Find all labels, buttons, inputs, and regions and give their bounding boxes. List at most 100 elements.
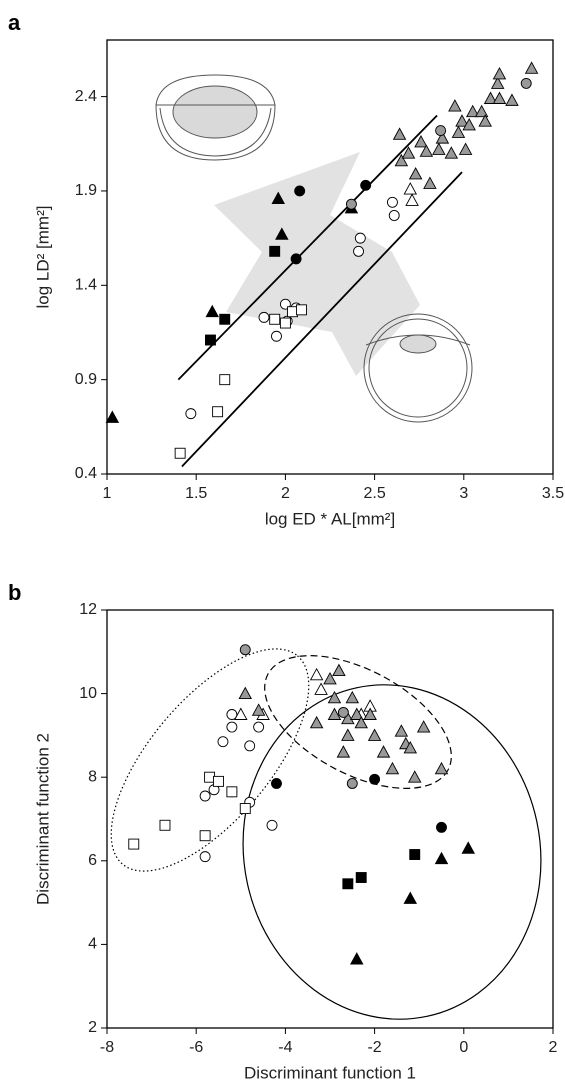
y-tick-label: 2.4: [75, 88, 97, 105]
point: [505, 93, 519, 106]
point: [336, 745, 351, 758]
point: [478, 114, 492, 127]
point: [436, 821, 447, 833]
point: [269, 313, 281, 325]
y-tick-label: 0.4: [75, 465, 97, 482]
y-tick-label: 1.4: [75, 277, 97, 294]
point: [407, 770, 422, 783]
point: [205, 334, 216, 346]
point: [376, 745, 391, 758]
point: [465, 104, 480, 118]
point: [239, 644, 251, 656]
point: [492, 91, 507, 104]
plot-frame: [106, 609, 554, 1029]
point: [409, 849, 421, 860]
point: [367, 728, 382, 741]
point: [451, 125, 466, 138]
point: [314, 682, 328, 695]
point: [294, 185, 306, 197]
arrow-shape: [214, 152, 420, 376]
eye-icon: [363, 313, 473, 423]
point: [455, 114, 469, 127]
point: [354, 232, 366, 244]
y-tick-label: 10: [79, 685, 97, 702]
point: [309, 715, 324, 729]
point: [355, 872, 367, 883]
regression-line: [181, 171, 463, 468]
point: [345, 198, 357, 210]
point: [327, 707, 342, 720]
x-tick-label: 1: [103, 485, 112, 502]
point: [434, 851, 449, 865]
point: [271, 330, 282, 342]
point: [401, 146, 416, 159]
y-axis-label: Discriminant function 2: [33, 733, 52, 905]
x-tick-label: 1.5: [185, 485, 207, 502]
y-tick-label: 6: [88, 852, 97, 869]
x-tick-label: 2: [549, 1039, 558, 1056]
point: [226, 721, 238, 733]
y-axis-label: log LD² [mm²]: [33, 206, 52, 309]
point: [354, 715, 368, 729]
x-tick-label: 2.5: [363, 485, 385, 502]
x-axis-label: Discriminant function 1: [244, 1063, 416, 1082]
point: [251, 703, 266, 716]
point: [205, 304, 220, 318]
point: [462, 117, 476, 131]
y-tick-label: 12: [79, 601, 97, 618]
point: [394, 153, 409, 167]
point: [341, 711, 355, 725]
point: [199, 830, 211, 842]
point: [474, 104, 489, 118]
x-tick-label: 2: [281, 485, 290, 502]
point: [199, 851, 211, 863]
point: [296, 304, 307, 316]
point: [414, 134, 428, 148]
point: [448, 99, 462, 112]
point: [213, 775, 224, 787]
point: [159, 819, 171, 831]
point: [345, 690, 360, 704]
point: [360, 179, 372, 191]
point: [105, 410, 120, 423]
point: [386, 196, 398, 208]
point: [416, 720, 431, 733]
point: [403, 891, 418, 904]
point: [458, 142, 473, 155]
point: [217, 736, 229, 748]
point: [279, 317, 291, 329]
point: [403, 182, 418, 195]
ellipse: [110, 648, 542, 1020]
point: [423, 176, 437, 189]
point: [244, 740, 256, 752]
point: [434, 761, 449, 775]
point: [419, 144, 434, 157]
point: [337, 706, 349, 718]
point: [219, 374, 231, 386]
plot-frame: [106, 39, 554, 475]
point: [271, 191, 286, 204]
x-tick-label: 0: [459, 1039, 468, 1056]
point: [185, 408, 197, 420]
point: [219, 313, 231, 325]
panel-label: a: [8, 10, 21, 35]
decoration: [110, 74, 542, 1020]
point: [199, 790, 211, 802]
point: [269, 245, 281, 257]
point: [392, 127, 407, 140]
point: [490, 76, 505, 89]
eye-icon: [155, 74, 276, 161]
point: [212, 406, 224, 418]
point: [342, 878, 354, 890]
point: [388, 210, 400, 221]
point: [346, 778, 358, 789]
point: [238, 686, 253, 700]
point: [350, 707, 364, 720]
point: [323, 672, 337, 685]
y-tick-label: 4: [88, 936, 97, 953]
y-tick-label: 8: [88, 768, 97, 785]
point: [461, 841, 476, 854]
point: [492, 67, 507, 80]
point: [226, 709, 238, 720]
point: [275, 227, 289, 240]
